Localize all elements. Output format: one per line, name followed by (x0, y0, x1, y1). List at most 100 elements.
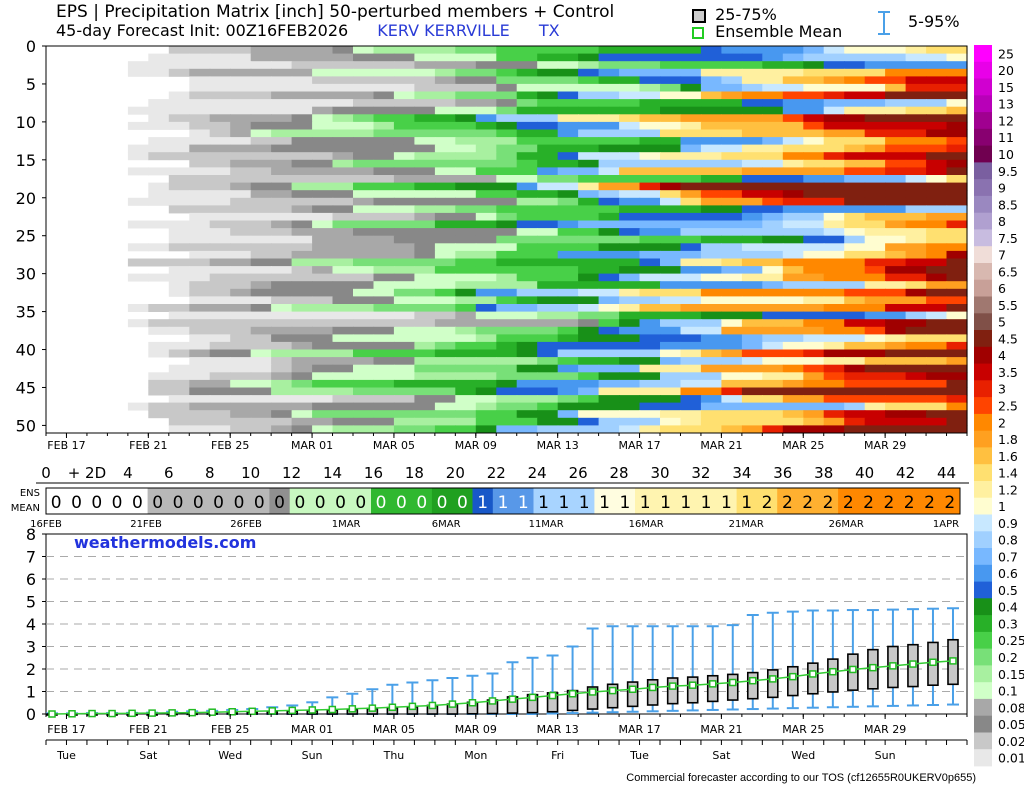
matrix-cell (475, 235, 497, 244)
matrix-cell (598, 220, 620, 229)
matrix-cell (946, 334, 968, 343)
matrix-cell (393, 91, 415, 100)
matrix-cell (700, 197, 722, 206)
matrix-cell (537, 190, 559, 199)
matrix-cell (946, 410, 968, 419)
matrix-cell (414, 144, 436, 153)
matrix-cell (741, 319, 763, 328)
matrix-cell (619, 341, 641, 350)
matrix-cell (885, 326, 907, 335)
matrix-cell (168, 68, 190, 77)
matrix-cell (537, 137, 559, 146)
matrix-cell (148, 326, 170, 335)
matrix-cell (291, 402, 313, 411)
colorbar-swatch (974, 665, 992, 683)
matrix-cell (230, 319, 252, 328)
matrix-cell (434, 296, 456, 305)
matrix-cell (434, 311, 456, 320)
mean-strip-value: 1 (558, 493, 569, 513)
matrix-cell (885, 159, 907, 168)
matrix-cell (885, 288, 907, 297)
matrix-cell (782, 417, 804, 426)
matrix-cell (598, 205, 620, 214)
matrix-cell (598, 68, 620, 77)
matrix-cell (844, 288, 866, 297)
matrix-cell (741, 379, 763, 388)
matrix-cell (250, 228, 272, 237)
matrix-cell (721, 68, 743, 77)
matrix-cell (373, 61, 395, 70)
matrix-cell (537, 349, 559, 358)
matrix-cell (393, 152, 415, 161)
matrix-cell (373, 326, 395, 335)
strip-date-label: 6MAR (432, 519, 461, 530)
iqr-box (827, 658, 839, 693)
matrix-cell (680, 311, 702, 320)
matrix-cell (844, 379, 866, 388)
matrix-cell (475, 83, 497, 92)
colorbar-swatch (974, 179, 992, 197)
matrix-cell (578, 334, 600, 343)
mean-strip-value: 0 (91, 493, 102, 513)
matrix-cell (721, 387, 743, 396)
matrix-cell (660, 159, 682, 168)
matrix-cell (312, 319, 334, 328)
matrix-cell (660, 235, 682, 244)
matrix-cell (864, 61, 886, 70)
matrix-cell (803, 220, 825, 229)
matrix-cell (332, 197, 354, 206)
matrix-cell (189, 121, 211, 130)
matrix-cell (926, 250, 948, 259)
matrix-cell (598, 250, 620, 259)
mean-strip-value: 0 (335, 493, 346, 513)
matrix-cell (741, 190, 763, 199)
matrix-cell (557, 341, 579, 350)
matrix-y-label: 5 (26, 75, 36, 94)
matrix-cell (741, 99, 763, 108)
matrix-cell (926, 235, 948, 244)
mean-strip-cell (391, 488, 413, 514)
matrix-cell (680, 326, 702, 335)
matrix-cell (516, 357, 538, 366)
matrix-cell (250, 182, 272, 191)
mean-strip-value: 0 (152, 493, 163, 513)
strip-date-label: 16FEB (30, 519, 62, 530)
matrix-cell (803, 68, 825, 77)
matrix-cell (353, 190, 375, 199)
matrix-cell (557, 137, 579, 146)
matrix-cell (127, 402, 149, 411)
matrix-cell (619, 152, 641, 161)
matrix-cell (393, 46, 415, 54)
mean-strip-value: 2 (863, 493, 874, 513)
weekday-label: Sat (139, 749, 158, 762)
matrix-cell (537, 235, 559, 244)
matrix-cell (393, 83, 415, 92)
matrix-cell (639, 273, 661, 282)
colorbar-label: 0.5 (998, 583, 1018, 598)
matrix-cell (782, 425, 804, 434)
colorbar-swatch (974, 413, 992, 432)
matrix-cell (680, 273, 702, 282)
matrix-cell (373, 53, 395, 62)
matrix-cell (885, 379, 907, 388)
matrix-cell (557, 364, 579, 373)
matrix-cell (680, 425, 702, 434)
matrix-cell (762, 372, 784, 381)
matrix-cell (926, 53, 948, 62)
matrix-cell (762, 228, 784, 237)
matrix-cell (414, 76, 436, 85)
matrix-cell (516, 144, 538, 153)
matrix-cell (864, 129, 886, 138)
matrix-cell (209, 311, 231, 320)
matrix-cell (516, 402, 538, 411)
matrix-cell (353, 144, 375, 153)
iqr-box (606, 683, 619, 709)
matrix-cell (209, 167, 231, 176)
matrix-cell (844, 144, 866, 153)
matrix-cell (680, 167, 702, 176)
matrix-cell (271, 357, 293, 366)
matrix-cell (475, 99, 497, 108)
matrix-cell (803, 167, 825, 176)
matrix-cell (250, 349, 272, 358)
colorbar-label: 4 (998, 348, 1006, 363)
